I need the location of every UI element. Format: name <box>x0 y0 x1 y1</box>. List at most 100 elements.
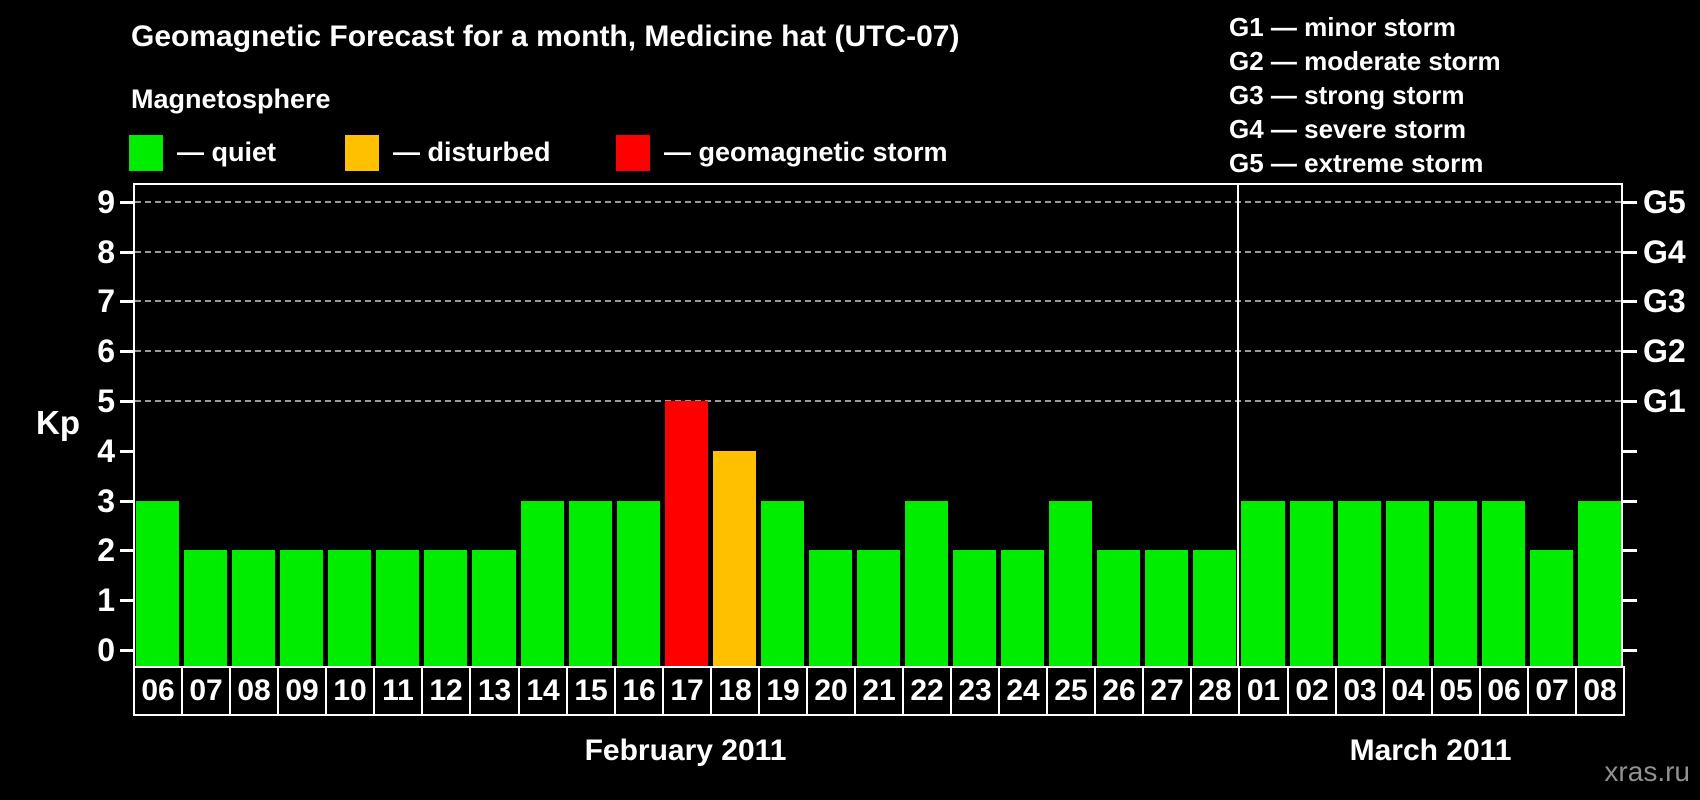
right-axis-tick <box>1623 450 1637 453</box>
y-axis-tick <box>120 350 133 353</box>
y-axis-tick-label: 8 <box>97 234 115 270</box>
day-label: 01 <box>1238 666 1289 716</box>
right-axis-tick <box>1623 350 1637 353</box>
right-axis-tick <box>1623 599 1637 602</box>
kp-bar <box>857 550 900 666</box>
kp-bar <box>665 401 708 666</box>
storm-scale-item: G4 — severe storm <box>1229 114 1467 144</box>
kp-bar <box>521 501 564 666</box>
kp-bar <box>1386 501 1429 666</box>
gridline <box>135 400 1621 402</box>
kp-bar <box>761 501 804 666</box>
magnetosphere-legend-title: Magnetosphere <box>131 84 331 114</box>
day-label: 28 <box>1190 666 1240 716</box>
kp-bar <box>376 550 419 666</box>
kp-bar <box>569 501 612 666</box>
kp-bar <box>713 451 756 666</box>
month-label: February 2011 <box>584 734 787 767</box>
day-label: 16 <box>614 666 664 716</box>
magnetosphere-legend: — quiet — disturbed — geomagnetic storm <box>0 134 1700 172</box>
kp-bar <box>232 550 275 666</box>
day-label: 19 <box>758 666 808 716</box>
right-axis-tick <box>1623 500 1637 503</box>
storm-scale-legend: G1 — minor storm G2 — moderate storm G3 — … <box>1229 10 1501 180</box>
day-label: 06 <box>133 666 183 716</box>
y-axis-tick-label: 6 <box>97 333 115 369</box>
kp-bar <box>184 550 227 666</box>
plot-frame-top <box>133 183 1623 185</box>
day-label: 21 <box>854 666 904 716</box>
day-label: 22 <box>902 666 952 716</box>
day-label: 09 <box>277 666 327 716</box>
day-label: 05 <box>1431 666 1481 716</box>
y-axis-tick <box>120 649 133 652</box>
day-label: 26 <box>1094 666 1144 716</box>
storm-scale-item: G2 — moderate storm <box>1229 46 1501 76</box>
storm-scale-item: G3 — strong storm <box>1229 80 1465 110</box>
y-axis-tick-label: 2 <box>97 532 115 568</box>
day-label: 13 <box>469 666 520 716</box>
legend-item-disturbed: — disturbed <box>345 134 551 171</box>
y-axis-tick-label: 9 <box>97 184 115 220</box>
day-label: 23 <box>950 666 1000 716</box>
kp-bar <box>424 550 467 666</box>
day-label: 08 <box>1575 666 1625 716</box>
kp-bar <box>136 501 179 666</box>
day-label: 06 <box>1479 666 1529 716</box>
kp-bar <box>280 550 323 666</box>
watermark: xras.ru <box>1604 756 1690 787</box>
storm-scale-item: G1 — minor storm <box>1229 12 1456 42</box>
right-axis-tick <box>1623 251 1637 254</box>
g-scale-label: G2 <box>1643 333 1686 369</box>
gridline <box>135 350 1621 352</box>
plot-frame-right <box>1621 183 1623 666</box>
kp-bar <box>1145 550 1188 666</box>
y-axis-tick <box>120 400 133 403</box>
month-label: March 2011 <box>1349 734 1512 767</box>
y-axis-tick-label: 0 <box>97 632 115 668</box>
day-label: 03 <box>1335 666 1385 716</box>
legend-label: — quiet <box>177 137 276 167</box>
day-label: 02 <box>1287 666 1337 716</box>
y-axis-tick-label: 3 <box>97 483 115 519</box>
kp-bar <box>1338 501 1381 666</box>
gridline <box>135 201 1621 203</box>
kp-bar <box>1097 550 1140 666</box>
month-separator <box>1237 183 1239 666</box>
kp-bar <box>905 501 948 666</box>
kp-bar <box>1578 501 1621 666</box>
y-axis-label: Kp <box>36 404 80 441</box>
day-label: 14 <box>518 666 568 716</box>
day-label: 18 <box>710 666 760 716</box>
right-axis-tick <box>1623 649 1637 652</box>
day-label: 07 <box>181 666 231 716</box>
y-axis-tick <box>120 300 133 303</box>
y-axis-tick-label: 4 <box>97 433 115 469</box>
y-axis-tick-label: 5 <box>97 383 115 419</box>
day-label: 11 <box>373 666 423 716</box>
y-axis-tick <box>120 599 133 602</box>
day-label: 25 <box>1046 666 1096 716</box>
kp-bar <box>1530 550 1573 666</box>
kp-bar <box>472 550 516 666</box>
kp-bar <box>617 501 660 666</box>
legend-item-storm: — geomagnetic storm <box>616 134 948 171</box>
day-label: 17 <box>662 666 712 716</box>
gridline <box>135 251 1621 253</box>
y-axis-tick <box>120 450 133 453</box>
day-label: 24 <box>998 666 1048 716</box>
g-scale-label: G1 <box>1643 383 1686 419</box>
y-axis-tick <box>120 549 133 552</box>
day-label: 10 <box>325 666 375 716</box>
kp-bar <box>809 550 852 666</box>
kp-bar <box>1290 501 1333 666</box>
right-axis-tick <box>1623 300 1637 303</box>
g-scale-label: G4 <box>1643 234 1686 270</box>
day-label: 20 <box>806 666 856 716</box>
day-label: 04 <box>1383 666 1433 716</box>
legend-label: — disturbed <box>393 137 551 167</box>
kp-bar <box>1049 501 1092 666</box>
storm-scale-item: G5 — extreme storm <box>1229 148 1484 178</box>
legend-item-quiet: — quiet <box>129 134 276 171</box>
